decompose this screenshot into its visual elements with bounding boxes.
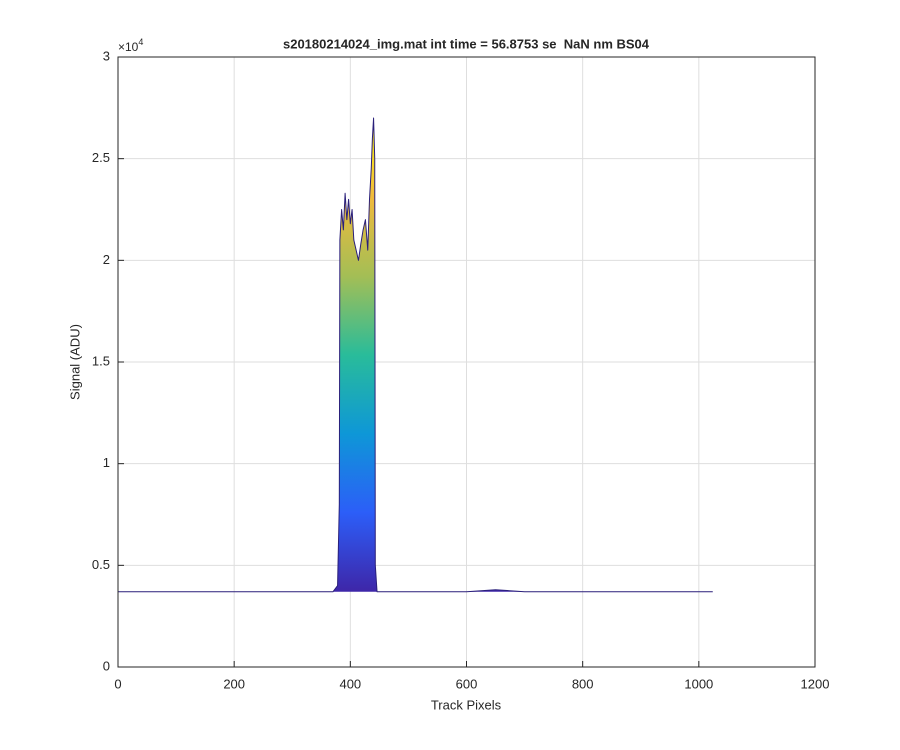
y-multiplier-exponent: 4 (138, 37, 143, 47)
y-multiplier: ×104 (118, 37, 143, 54)
y-tick-label: 0 (103, 658, 110, 673)
x-tick-label: 0 (114, 676, 121, 691)
signal-trace (118, 117, 713, 593)
x-tick-label: 200 (223, 676, 245, 691)
y-multiplier-base: ×10 (118, 40, 139, 54)
y-tick-label: 0.5 (92, 557, 110, 572)
y-tick-label: 1 (103, 455, 110, 470)
chart-title: s20180214024_img.mat int time = 56.8753 … (283, 36, 650, 51)
y-tick-label: 2.5 (92, 150, 110, 165)
x-tick-label: 800 (572, 676, 594, 691)
x-tick-label: 1000 (684, 676, 713, 691)
x-tick-label: 1200 (801, 676, 830, 691)
y-tick-label: 1.5 (92, 353, 110, 368)
x-tick-label: 600 (456, 676, 478, 691)
x-tick-label: 400 (339, 676, 361, 691)
plot-frame (117, 56, 816, 668)
y-axis-label: Signal (ADU) (67, 324, 82, 400)
y-tick-label: 2 (103, 252, 110, 267)
x-axis-label: Track Pixels (431, 697, 502, 712)
y-tick-label: 3 (103, 48, 110, 63)
